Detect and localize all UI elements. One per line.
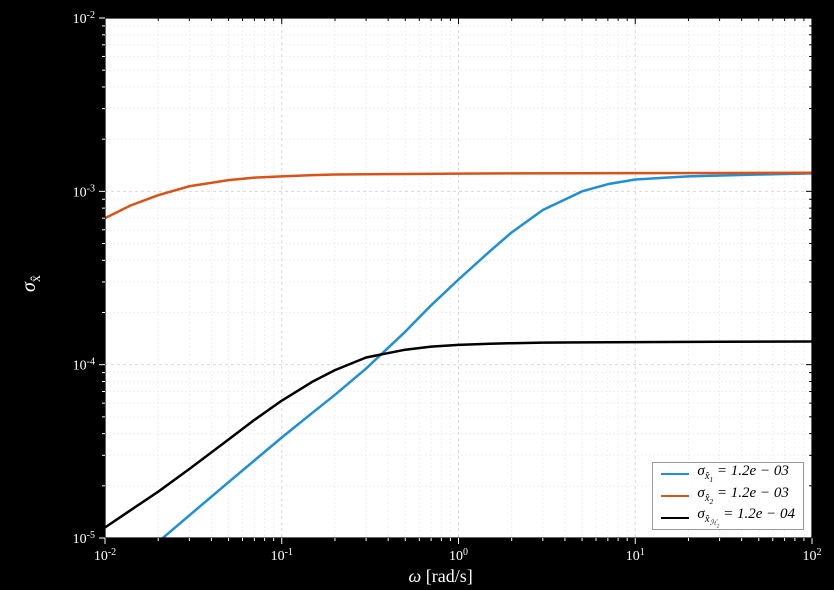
x-tick-label: 102 bbox=[803, 547, 822, 565]
x-tick-label: 100 bbox=[449, 547, 468, 565]
y-tick-label: 10-3 bbox=[73, 183, 95, 201]
x-tick-label: 10-1 bbox=[271, 547, 293, 565]
legend-entry-1: σx̂2 = 1.2e − 03 bbox=[653, 485, 803, 507]
legend-swatch bbox=[661, 517, 689, 519]
x-tick-label: 101 bbox=[626, 547, 645, 565]
legend-entry-0: σx̂1 = 1.2e − 03 bbox=[653, 463, 803, 485]
x-tick-label: 10-2 bbox=[94, 547, 116, 565]
legend-entry-2: σx̂ℋ2 = 1.2e − 04 bbox=[653, 507, 803, 529]
legend-label: σx̂1 = 1.2e − 03 bbox=[697, 463, 788, 484]
legend-label: σx̂2 = 1.2e − 03 bbox=[697, 485, 788, 506]
legend-swatch bbox=[661, 473, 689, 475]
x-axis-label: ω [rad/s] bbox=[409, 566, 473, 587]
y-tick-label: 10-2 bbox=[73, 10, 95, 28]
legend: σx̂1 = 1.2e − 03σx̂2 = 1.2e − 03σx̂ℋ2 = … bbox=[652, 462, 804, 530]
y-tick-label: 10-4 bbox=[73, 356, 95, 374]
y-tick-label: 10-5 bbox=[73, 530, 95, 548]
legend-swatch bbox=[661, 495, 689, 497]
y-axis-label: σx̂ bbox=[18, 275, 45, 292]
legend-label: σx̂ℋ2 = 1.2e − 04 bbox=[697, 506, 795, 530]
